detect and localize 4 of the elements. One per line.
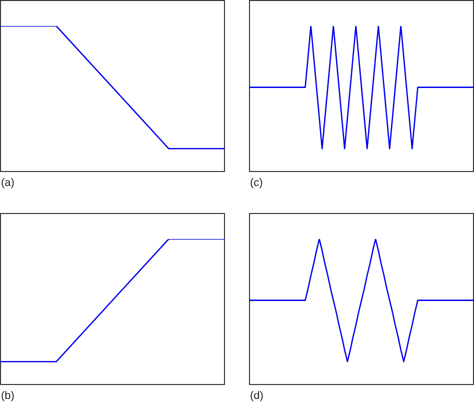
text: (d) [250, 390, 264, 402]
text: (c) [250, 177, 263, 189]
text: (a) [1, 177, 14, 189]
text: (b) [1, 390, 14, 402]
